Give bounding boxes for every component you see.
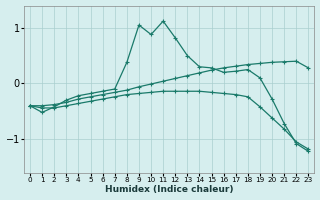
X-axis label: Humidex (Indice chaleur): Humidex (Indice chaleur) (105, 185, 234, 194)
